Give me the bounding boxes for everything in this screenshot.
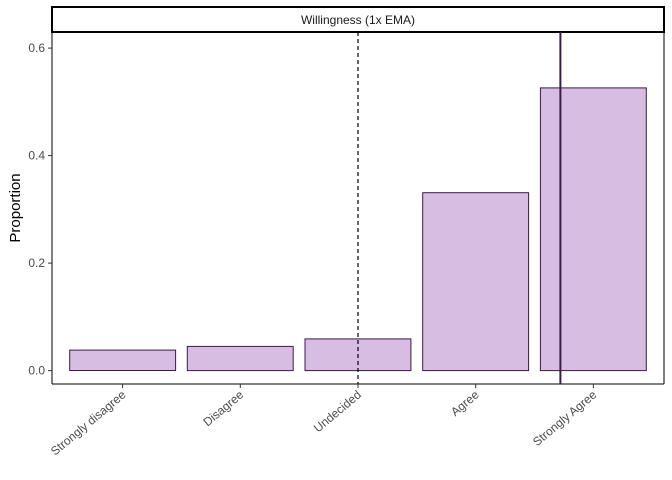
x-tick-label: Strongly disagree: [48, 387, 129, 458]
bars-group: [69, 87, 647, 372]
x-tick-label: Undecided: [311, 388, 364, 436]
bar-disagree: [186, 345, 294, 372]
x-ticks-group: Strongly disagree Disagree Undecided Agree S…: [48, 384, 600, 458]
bar-strongly-disagree: [69, 349, 177, 372]
y-tick-label: 0.0: [28, 364, 45, 378]
plot-panel: 0.0 0.2 0.4 0.6 Strongly disagree Disagree Un…: [28, 32, 665, 458]
y-axis-title: Proportion: [7, 173, 24, 242]
bar-agree: [422, 192, 530, 372]
y-tick-label: 0.6: [28, 41, 45, 55]
y-tick-label: 0.4: [28, 149, 45, 163]
reference-lines-group: [357, 32, 562, 384]
y-tick-label: 0.2: [28, 256, 45, 270]
facet-title: Willingness (1x EMA): [301, 13, 415, 27]
x-tick-label: Disagree: [200, 387, 246, 429]
x-tick-label: Strongly Agree: [530, 387, 600, 449]
y-ticks-group: 0.0 0.2 0.4 0.6: [28, 41, 52, 378]
x-tick-label: Agree: [448, 387, 482, 419]
bar-strongly-agree: [539, 87, 647, 372]
facet-strip: Willingness (1x EMA): [51, 6, 665, 33]
